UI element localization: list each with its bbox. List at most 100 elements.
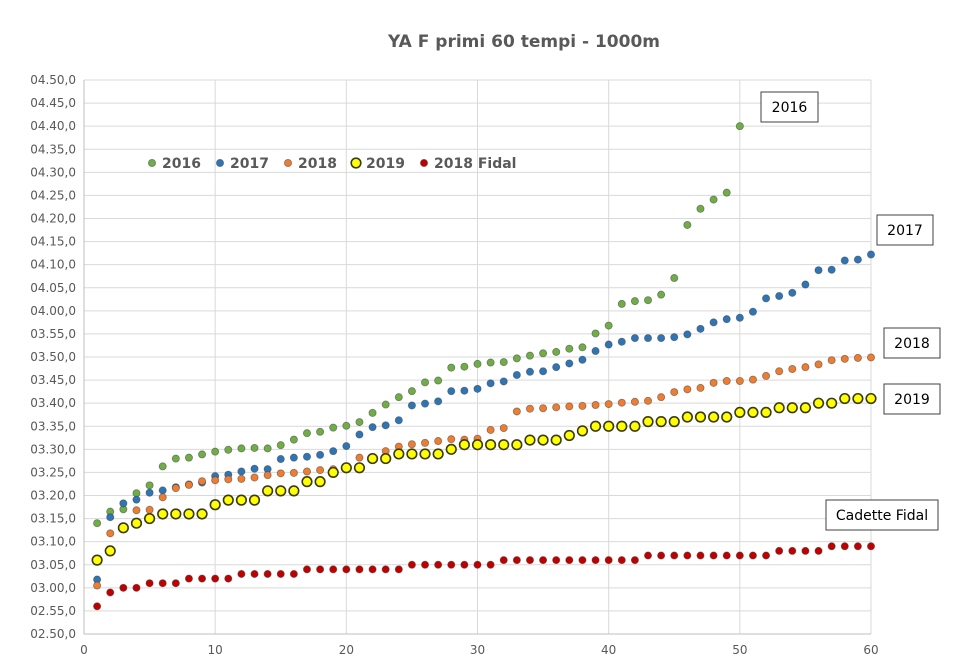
data-point (224, 475, 233, 484)
data-point (591, 329, 600, 338)
data-point (694, 411, 707, 423)
data-point (316, 427, 325, 436)
data-point (563, 429, 575, 442)
y-tick-label: 04.45,0 (30, 96, 76, 110)
data-point (642, 416, 654, 428)
data-point (525, 351, 534, 360)
legend: 2016 2017 2018 2019 2018 Fidal (147, 156, 516, 172)
data-point (342, 565, 351, 574)
y-tick-label: 03.30,0 (30, 442, 76, 456)
data-point (458, 439, 470, 451)
data-point (812, 397, 825, 409)
data-point (276, 455, 285, 464)
data-point (788, 365, 797, 374)
data-point (801, 546, 810, 555)
data-point (145, 505, 154, 514)
data-point (434, 376, 443, 385)
y-tick-label: 03.00,0 (30, 581, 76, 595)
data-point (775, 367, 784, 376)
data-point (250, 443, 259, 452)
data-point (629, 420, 641, 432)
data-point (275, 485, 287, 497)
data-point (709, 551, 718, 560)
data-point (827, 356, 836, 365)
data-point (775, 546, 784, 555)
y-tick-label: 04.05,0 (30, 281, 76, 295)
data-point (434, 560, 443, 569)
data-point (302, 452, 311, 461)
data-point (276, 469, 285, 478)
data-point (486, 560, 495, 569)
data-point (366, 452, 379, 465)
annotation-label: 2016 (772, 100, 808, 116)
data-point (604, 321, 613, 330)
data-point (184, 453, 193, 462)
data-point (93, 519, 102, 528)
data-point (132, 583, 141, 592)
data-point (591, 346, 600, 355)
x-tick-label: 40 (601, 643, 616, 657)
annotation-box: Cadette Fidal (825, 499, 939, 531)
data-point (657, 334, 666, 343)
y-axis: 02.50,0 02.55,0 03.00,0 03.05,0 03.10,0 03.15… (30, 73, 85, 641)
data-point (316, 565, 325, 574)
data-point (158, 486, 167, 495)
data-point (826, 397, 838, 409)
data-point (224, 574, 233, 583)
data-point (288, 485, 300, 497)
data-point (696, 551, 705, 560)
data-point (616, 420, 628, 432)
data-point (237, 444, 246, 453)
x-tick-label: 10 (208, 643, 223, 657)
data-point (681, 411, 693, 423)
data-point (709, 195, 718, 204)
data-point (184, 574, 193, 583)
data-point (460, 560, 469, 569)
data-point (473, 359, 482, 368)
data-point (158, 493, 167, 502)
data-point (421, 438, 430, 447)
data-point (368, 565, 377, 574)
data-point (709, 378, 718, 387)
data-point (840, 256, 849, 265)
data-point (486, 358, 495, 367)
data-point (447, 435, 456, 444)
data-point (747, 406, 759, 419)
data-point (840, 542, 849, 551)
x-tick-label: 20 (339, 643, 354, 657)
data-point (380, 452, 392, 465)
data-point (289, 453, 298, 462)
data-point (209, 499, 221, 511)
data-point (130, 517, 143, 529)
data-point (368, 408, 377, 417)
data-point (143, 512, 156, 525)
data-point (434, 397, 443, 406)
legend-label: 2016 (162, 156, 201, 172)
data-point (539, 367, 548, 376)
legend-label: 2017 (230, 156, 269, 172)
data-point (132, 506, 141, 515)
y-tick-label: 04.35,0 (30, 142, 76, 156)
data-point (406, 448, 418, 460)
data-point (786, 402, 798, 414)
data-point (525, 556, 534, 565)
data-point (473, 384, 482, 393)
data-point (762, 371, 771, 380)
data-point (132, 495, 141, 504)
x-tick-label: 30 (470, 643, 485, 657)
data-point (106, 588, 115, 597)
data-point (722, 188, 731, 197)
data-point (445, 443, 457, 455)
data-point (419, 448, 431, 460)
data-point (867, 542, 876, 551)
data-point (171, 484, 180, 493)
data-point (644, 551, 653, 560)
y-tick-label: 04.25,0 (30, 188, 76, 202)
data-point (760, 406, 772, 419)
data-point (342, 421, 351, 430)
data-point (630, 297, 639, 306)
data-point (550, 434, 562, 446)
series-2017 (93, 250, 876, 584)
data-point (93, 602, 102, 611)
